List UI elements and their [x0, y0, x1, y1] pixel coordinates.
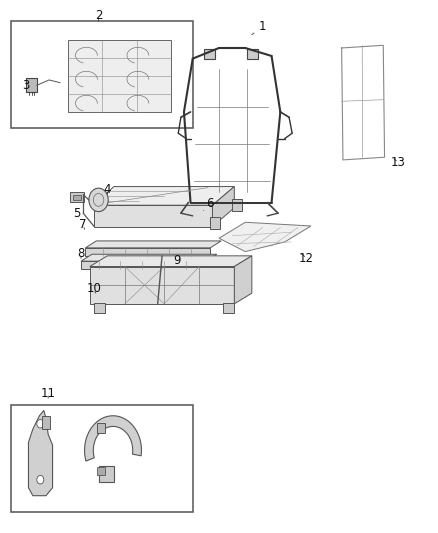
- Text: 10: 10: [87, 282, 102, 295]
- Bar: [97, 467, 105, 475]
- Polygon shape: [219, 222, 311, 252]
- Text: 5: 5: [73, 207, 83, 220]
- Text: 8: 8: [78, 247, 85, 260]
- Bar: [73, 195, 81, 200]
- Text: 2: 2: [95, 10, 102, 22]
- Polygon shape: [81, 254, 217, 261]
- Bar: [26, 78, 37, 92]
- Text: 6: 6: [204, 197, 214, 211]
- Bar: [97, 423, 105, 433]
- Bar: [68, 40, 171, 112]
- Polygon shape: [81, 261, 206, 269]
- Circle shape: [37, 475, 44, 484]
- Text: 7: 7: [79, 219, 87, 231]
- Bar: [204, 49, 215, 59]
- Bar: [223, 303, 234, 313]
- Polygon shape: [28, 410, 53, 496]
- Bar: [99, 466, 114, 482]
- Text: 3: 3: [23, 79, 30, 92]
- Polygon shape: [85, 241, 221, 248]
- Circle shape: [89, 188, 108, 212]
- Polygon shape: [85, 248, 210, 256]
- Text: 1: 1: [252, 20, 267, 35]
- Text: 11: 11: [41, 387, 56, 400]
- Polygon shape: [212, 187, 234, 227]
- Bar: [11, 21, 193, 128]
- Bar: [232, 199, 242, 211]
- Bar: [42, 416, 50, 429]
- Bar: [70, 192, 84, 202]
- Polygon shape: [94, 205, 212, 227]
- Circle shape: [37, 419, 44, 428]
- Polygon shape: [94, 187, 234, 205]
- Polygon shape: [234, 256, 252, 304]
- Bar: [247, 49, 258, 59]
- Text: 9: 9: [171, 254, 181, 266]
- Bar: [94, 303, 105, 313]
- Bar: [11, 405, 193, 512]
- Text: 13: 13: [391, 156, 406, 169]
- Polygon shape: [85, 416, 141, 461]
- Polygon shape: [90, 266, 234, 304]
- Polygon shape: [90, 256, 252, 266]
- Text: 4: 4: [103, 183, 111, 196]
- Text: 12: 12: [299, 252, 314, 265]
- Bar: [210, 217, 220, 229]
